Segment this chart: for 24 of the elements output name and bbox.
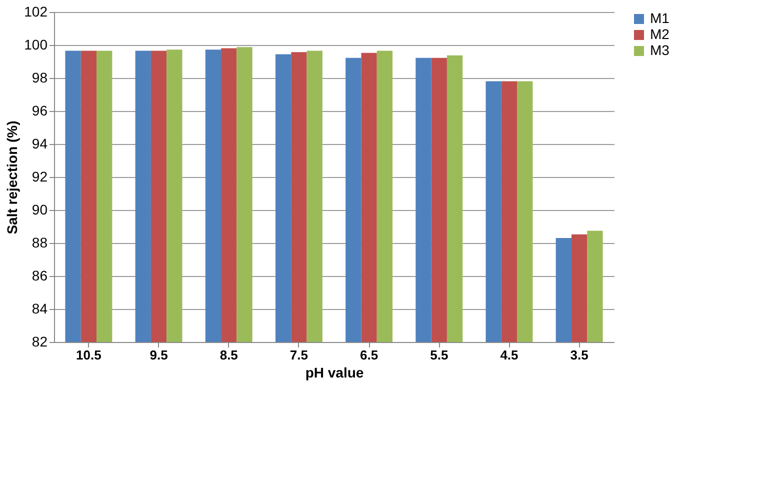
y-tick-label: 98 [32, 70, 48, 86]
x-tick-label: 9.5 [150, 348, 168, 362]
y-tick-label: 102 [24, 4, 48, 20]
y-tick-label: 88 [32, 234, 48, 250]
y-tick-label: 94 [32, 136, 48, 152]
x-tick-label: 7.5 [290, 348, 308, 362]
y-tick-label: 92 [32, 168, 48, 184]
legend-label: M3 [650, 42, 670, 58]
x-tick-label: 10.5 [76, 348, 102, 362]
y-axis-title: Salt rejection (%) [4, 120, 20, 234]
y-tick-label: 100 [24, 36, 48, 52]
y-tick-label: 96 [32, 102, 48, 118]
y-tick-label: 84 [32, 300, 48, 316]
x-axis-title: pH value [305, 364, 364, 380]
x-tick-label: 5.5 [430, 348, 448, 362]
legend-label: M2 [650, 26, 670, 42]
y-tick-label: 90 [32, 202, 48, 218]
legend-label: M1 [650, 10, 670, 26]
y-tick-label: 86 [32, 268, 48, 284]
x-tick-label: 8.5 [220, 348, 238, 362]
x-tick-label: 4.5 [500, 348, 518, 362]
x-tick-label: 3.5 [570, 348, 588, 362]
y-tick-label: 82 [32, 334, 48, 350]
x-tick-label: 6.5 [360, 348, 378, 362]
